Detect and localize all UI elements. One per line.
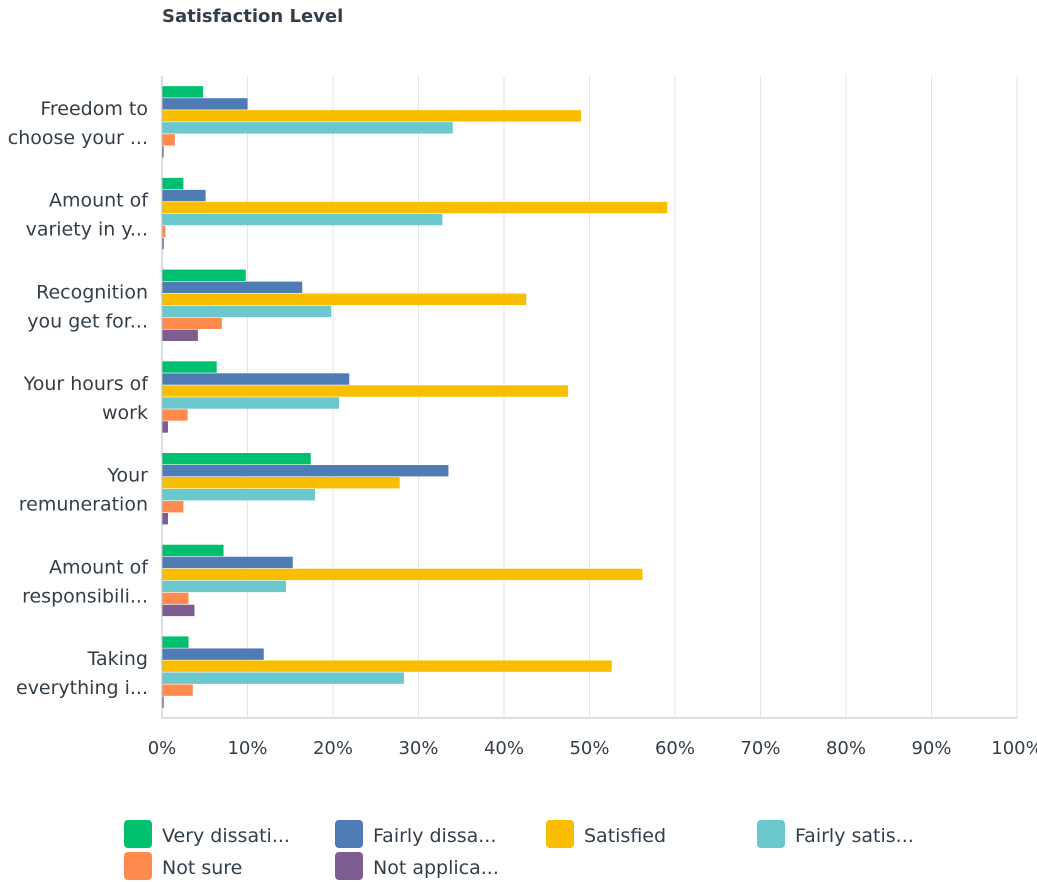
bar-6-1 [162,146,164,158]
category-label: work [102,402,148,424]
x-tick-label: 90% [911,738,951,759]
legend-label: Fairly satis... [795,825,914,847]
legend-label: Fairly dissa... [373,825,496,847]
category-label: choose your ... [8,127,148,149]
bar-5-1 [162,134,175,146]
legend-label: Very dissati... [162,825,290,847]
bar-2-3 [162,281,303,293]
category-label: everything i... [16,677,148,699]
bar-2-2 [162,189,206,202]
bar-3-7 [162,660,612,672]
legend-swatch [546,820,574,848]
bar-3-6 [162,568,643,581]
bar-4-5 [162,489,316,501]
bar-3-3 [162,293,527,305]
x-tick-label: 70% [740,738,780,759]
x-tick-label: 30% [398,738,438,759]
category-label: Amount of [49,556,149,578]
bar-5-2 [162,225,166,238]
x-tick-label: 60% [655,738,695,759]
bar-1-3 [162,269,246,281]
bar-5-5 [162,501,184,513]
bar-6-4 [162,421,168,433]
category-label: variety in y... [26,219,148,241]
category-label: you get for... [27,310,148,332]
legend-swatch [335,820,363,848]
bar-6-6 [162,604,195,617]
bar-6-2 [162,237,164,250]
bar-1-6 [162,544,224,557]
category-label: Your hours of [23,373,150,395]
category-label: Taking [87,648,149,670]
category-label: Recognition [36,281,148,303]
bar-1-1 [162,86,204,98]
category-label: Amount of [49,190,149,212]
bar-4-2 [162,213,443,226]
bar-3-5 [162,477,400,489]
legend-label: Satisfied [584,825,666,847]
bar-2-7 [162,648,264,660]
bar-4-4 [162,397,339,409]
bar-2-4 [162,373,350,385]
bar-5-7 [162,684,193,696]
bar-1-4 [162,361,217,373]
bar-2-1 [162,98,248,110]
bar-2-5 [162,465,449,477]
x-tick-label: 80% [826,738,866,759]
bar-6-7 [162,696,164,708]
bar-5-4 [162,409,188,421]
x-tick-label: 100% [991,738,1037,759]
legend-swatch [757,820,785,848]
category-label: Your [106,465,148,487]
bar-3-2 [162,201,668,214]
legend-swatch [335,852,363,880]
x-tick-label: 40% [484,738,524,759]
bar-1-5 [162,453,311,465]
legend-label: Not applica... [373,857,499,879]
category-label: Freedom to [40,98,148,120]
bar-3-4 [162,385,569,397]
bar-4-6 [162,580,286,593]
x-tick-label: 10% [227,738,267,759]
x-tick-label: 0% [148,738,177,759]
bar-6-5 [162,513,168,525]
bar-3-1 [162,110,581,122]
legend-swatch [124,820,152,848]
x-tick-label: 20% [313,738,353,759]
x-tick-label: 50% [569,738,609,759]
bar-4-3 [162,305,332,317]
bar-1-7 [162,636,189,648]
bar-4-1 [162,122,453,134]
legend-label: Not sure [162,857,242,879]
category-label: remuneration [19,494,148,516]
category-label: responsibili... [22,585,148,607]
bar-5-3 [162,317,222,329]
bar-1-2 [162,177,184,190]
chart-title: Satisfaction Level [162,6,344,27]
bar-6-3 [162,329,198,341]
legend-swatch [124,852,152,880]
bar-2-6 [162,556,293,569]
bar-4-7 [162,672,404,684]
bar-5-6 [162,592,189,605]
